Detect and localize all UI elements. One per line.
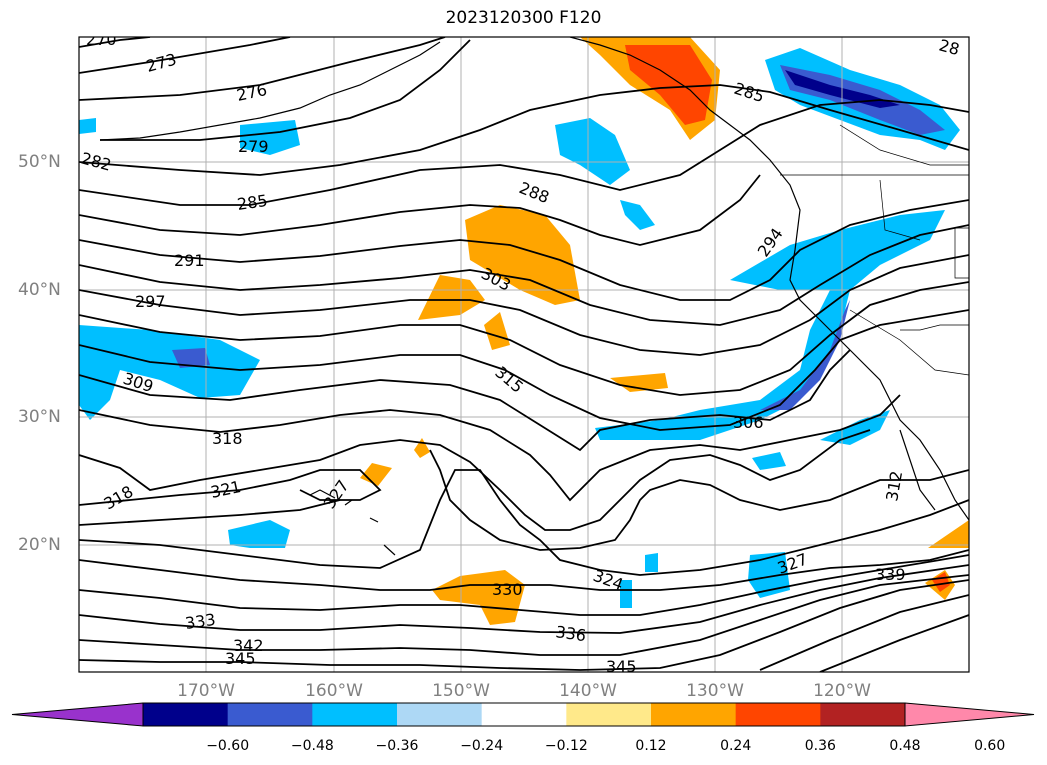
contour-label: 339: [875, 565, 906, 584]
contour-label: 333: [184, 610, 217, 633]
contour-label: 330: [492, 580, 523, 599]
colorbar-tick-label: −0.36: [375, 738, 419, 754]
colorbar-tick-label: 0.24: [720, 738, 752, 754]
colorbar-segment: [820, 703, 906, 726]
contour-label: 285: [236, 191, 269, 214]
contour-label: 306: [733, 413, 764, 432]
colorbar-segment: [481, 703, 567, 726]
height-contours: [79, 37, 969, 672]
contour-label: 318: [212, 429, 243, 448]
colorbar-segment: [566, 703, 652, 726]
colorbar-tick-label: 0.36: [804, 738, 836, 754]
colorbar-extend-max: [904, 702, 1035, 727]
colorbar-segment: [312, 703, 398, 726]
colorbar-segment: [397, 703, 483, 726]
shaded-negative-regions: [79, 48, 960, 608]
lon-label-120w: 120°W: [813, 681, 871, 701]
contour-label: 28: [937, 36, 962, 60]
lat-label-40n: 40°N: [18, 280, 61, 300]
colorbar-tick-label: −0.60: [206, 738, 250, 754]
colorbar-segment: [651, 703, 737, 726]
lon-label-170w: 170°W: [177, 681, 235, 701]
colorbar-tick-label: 0.60: [974, 738, 1006, 754]
colorbar-extend-min: [11, 702, 144, 727]
colorbar-frame: [142, 702, 906, 727]
colorbar-segment: [735, 703, 821, 726]
contour-label: 291: [174, 251, 205, 270]
map-frame: [78, 36, 970, 673]
lat-label-20n: 20°N: [18, 535, 61, 555]
colorbar-tick-label: −0.24: [460, 738, 504, 754]
borders: [780, 124, 969, 376]
colorbar-segments: [11, 702, 1035, 727]
colorbar-tick-label: 0.48: [889, 738, 921, 754]
colorbar-tick-label: −0.48: [290, 738, 334, 754]
colorbar-tick-label: −0.12: [544, 738, 588, 754]
lat-label-30n: 30°N: [18, 407, 61, 427]
contour-label: 270: [86, 30, 117, 49]
contour-label: 342: [233, 636, 264, 655]
lon-label-130w: 130°W: [686, 681, 744, 701]
contour-label: 279: [238, 137, 269, 156]
map-title: 2023120300 F120: [445, 8, 602, 28]
contour-label: 297: [135, 292, 166, 311]
lat-label-50n: 50°N: [18, 152, 61, 172]
colorbar-tick-label: 0.12: [635, 738, 667, 754]
lon-label-150w: 150°W: [432, 681, 490, 701]
lon-label-140w: 140°W: [559, 681, 617, 701]
contour-label: 336: [554, 622, 587, 645]
contour-label: 345: [225, 649, 256, 668]
map-content: 270 273 276 279 282 285 288 291 294 297 …: [79, 30, 969, 676]
shaded-positive-regions: [360, 37, 969, 625]
contour-label: 345: [606, 657, 637, 676]
colorbar-segment: [227, 703, 313, 726]
lon-label-160w: 160°W: [305, 681, 363, 701]
colorbar-segment: [143, 703, 229, 726]
